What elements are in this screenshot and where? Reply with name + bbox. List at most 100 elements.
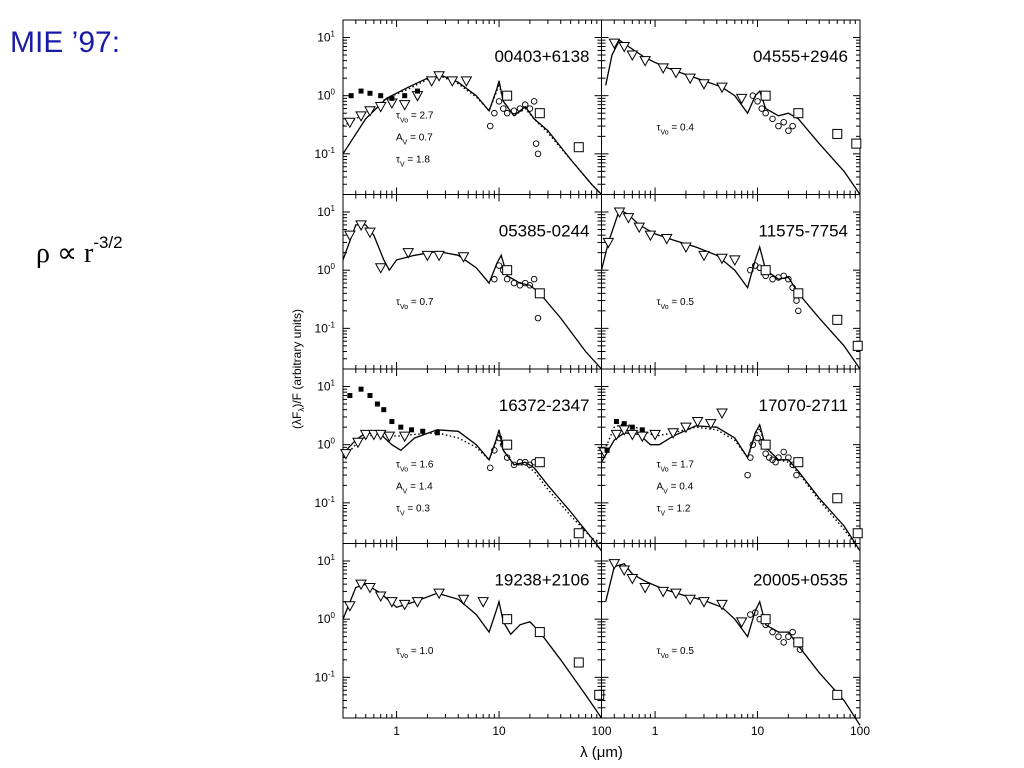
spectrum-circle xyxy=(495,434,503,442)
photometry-triangle xyxy=(728,255,741,266)
photometry-triangle xyxy=(649,429,661,441)
spectrum-circle xyxy=(532,140,540,147)
photometry-triangle xyxy=(626,50,639,62)
spectrum-circle xyxy=(769,628,776,636)
iras-square xyxy=(760,265,771,276)
photometry-triangle xyxy=(344,601,356,612)
photometry-triangle xyxy=(411,597,424,608)
panel-annotation: τVo = 2.7 xyxy=(396,111,434,125)
spectrum-circle xyxy=(775,454,782,461)
spectrum-circle xyxy=(495,262,503,269)
panel-annotation: τVo = 1.6 xyxy=(396,460,434,474)
model-curve-dotted xyxy=(600,422,861,552)
photometry-triangle xyxy=(364,227,376,239)
spectrum-circle xyxy=(754,434,761,442)
iras-square xyxy=(760,90,771,101)
filled-point xyxy=(629,424,635,430)
spectrum-circle xyxy=(785,127,792,134)
iras-square xyxy=(502,439,513,450)
spectrum-circle xyxy=(486,464,494,472)
photometry-triangle xyxy=(374,591,387,603)
photometry-triangle xyxy=(626,574,639,585)
photometry-triangle xyxy=(691,417,704,428)
filled-point xyxy=(420,428,426,434)
photometry-triangle xyxy=(402,248,415,259)
filled-point xyxy=(639,427,645,433)
panel-11575-7754: 11575-7754 τVo = 0.5 xyxy=(600,194,863,370)
slide-title: MIE ’97: xyxy=(10,26,121,59)
x-axis-label: λ (μm) xyxy=(580,744,623,761)
photometry-triangle xyxy=(477,597,490,608)
panel-name: 17070-2711 xyxy=(759,396,849,415)
model-curve-dotted xyxy=(342,432,602,545)
spectrum-circle xyxy=(516,282,524,289)
spectrum-circle xyxy=(785,275,792,283)
photometry-triangle xyxy=(622,213,635,224)
spectrum-circle xyxy=(530,275,538,283)
panel-19238+2106: 101 100 10-1 1 10 100 19238+2106 τVo = 1.0 xyxy=(315,543,612,738)
photometry-triangle xyxy=(352,437,364,449)
spectrum-circle xyxy=(772,458,779,466)
x-tick-label: 100 xyxy=(850,724,870,738)
spectrum-circle xyxy=(749,441,757,448)
photometry-triangle xyxy=(344,230,356,242)
iras-square xyxy=(534,288,545,299)
iras-square xyxy=(851,138,862,149)
y-tick-label: 101 xyxy=(317,30,335,45)
spectrum-circle xyxy=(793,297,800,304)
spectrum-circle xyxy=(752,609,759,616)
panel-annotation: τVo = 0.5 xyxy=(657,297,695,311)
spectrum-circle xyxy=(500,105,507,112)
spectrum-circle xyxy=(521,101,529,108)
photometry-triangle xyxy=(398,100,411,111)
spectrum-circle xyxy=(534,314,542,322)
panel-annotation: τV = 1.8 xyxy=(396,155,430,169)
filled-point xyxy=(409,427,415,433)
iras-square xyxy=(573,142,584,153)
panel-20005+0535: 1 10 100 20005+0535 τVo = 0.5 xyxy=(601,543,870,738)
y-tick-label: 10-1 xyxy=(315,146,336,161)
spectrum-circle xyxy=(789,628,796,636)
panel-00403+6138: 101 100 10-1 00403+6138 τVo = 2.7 AV = 0.7 τV … xyxy=(315,19,603,195)
spectrum-circle xyxy=(769,275,776,283)
filled-point xyxy=(613,419,619,425)
iras-square xyxy=(793,457,804,468)
photometry-triangle xyxy=(460,76,473,87)
spectrum-circle xyxy=(780,639,787,646)
spectrum-circle xyxy=(510,461,518,469)
density-law: ρ ∝ r-3/2 xyxy=(36,233,123,270)
spectrum-circle xyxy=(775,122,782,130)
photometry-triangle xyxy=(716,82,728,94)
spectrum-circle xyxy=(795,307,802,315)
y-tick-label: 10-1 xyxy=(315,320,336,335)
spectrum-circle xyxy=(495,98,503,105)
spectrum-circle xyxy=(754,98,761,105)
iras-square xyxy=(502,614,513,625)
iras-square xyxy=(534,457,545,468)
spectrum-circle xyxy=(789,122,796,130)
photometry-triangle xyxy=(698,79,710,90)
x-tick-label: 1 xyxy=(652,724,659,738)
spectrum-circle xyxy=(491,447,498,454)
iras-square xyxy=(502,265,513,276)
photometry-triangle xyxy=(680,422,692,434)
spectrum-circle xyxy=(793,471,800,479)
x-tick-label: 1 xyxy=(393,724,400,738)
spectrum-circle xyxy=(785,454,792,461)
spectrum-circle xyxy=(491,109,498,117)
spectrum-circle xyxy=(521,458,529,466)
iras-square xyxy=(573,657,584,668)
iras-square xyxy=(852,528,863,539)
photometry-triangle xyxy=(383,431,396,443)
iras-square xyxy=(534,627,545,638)
spectrum-circle xyxy=(775,633,782,640)
filled-point xyxy=(414,88,420,94)
filled-point xyxy=(374,401,380,407)
spectrum-circle xyxy=(744,471,751,479)
photometry-triangle xyxy=(644,230,657,242)
photometry-triangle xyxy=(716,599,728,611)
photometry-triangle xyxy=(355,111,367,122)
panel-name: 19238+2106 xyxy=(494,571,589,590)
photometry-triangle xyxy=(433,588,445,600)
spectrum-circle xyxy=(503,454,511,461)
